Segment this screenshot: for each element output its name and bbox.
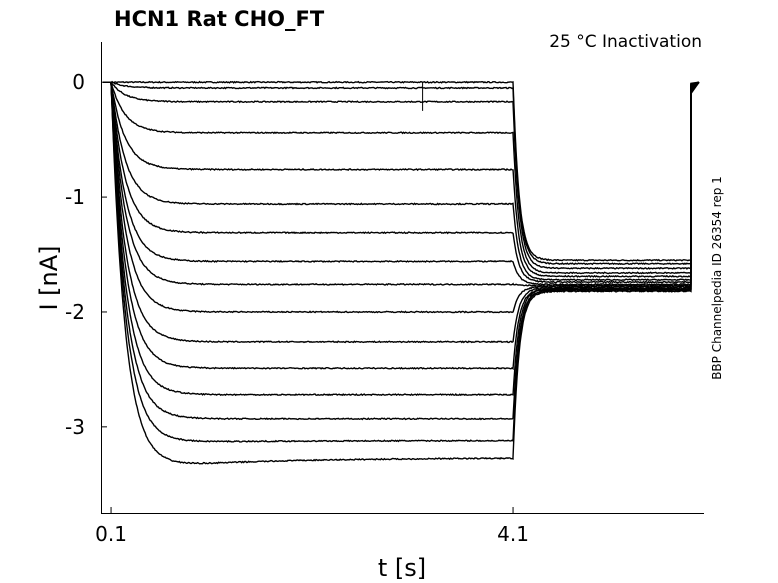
series-trace-9 <box>103 81 700 288</box>
series-trace-6 <box>103 81 700 282</box>
series-trace-10 <box>103 81 700 314</box>
y-tick-label: -1 <box>65 185 85 209</box>
series-trace-2 <box>103 81 700 266</box>
side-label: BBP Channelpedia ID 26354 rep 1 <box>710 176 724 380</box>
series-trace-7 <box>103 81 700 284</box>
x-axis-label: t [s] <box>378 554 426 582</box>
y-tick-label: -2 <box>65 300 85 324</box>
series-trace-11 <box>103 81 700 344</box>
series-trace-4 <box>103 81 700 275</box>
series-trace-15 <box>103 81 700 443</box>
series-trace-12 <box>103 81 700 371</box>
traces-group <box>103 80 700 465</box>
series-trace-3 <box>103 81 700 270</box>
series-trace-8 <box>103 81 700 286</box>
axes-group <box>101 42 704 514</box>
chart-subtitle: 25 °C Inactivation <box>549 32 702 52</box>
series-trace-5 <box>103 81 700 278</box>
ticks-group: 0.1 4.1 0 -1 -2 -3 <box>65 70 529 546</box>
y-tick-label: -3 <box>65 415 85 439</box>
y-axis-label: I [nA] <box>35 245 63 310</box>
x-tick-label: 4.1 <box>497 522 529 546</box>
x-tick-label: 0.1 <box>95 522 127 546</box>
chart-title: HCN1 Rat CHO_FT <box>114 7 325 31</box>
series-trace-16 <box>103 81 700 465</box>
y-tick-label: 0 <box>72 70 85 94</box>
series-trace-13 <box>103 81 700 397</box>
series-trace-1 <box>103 80 700 262</box>
